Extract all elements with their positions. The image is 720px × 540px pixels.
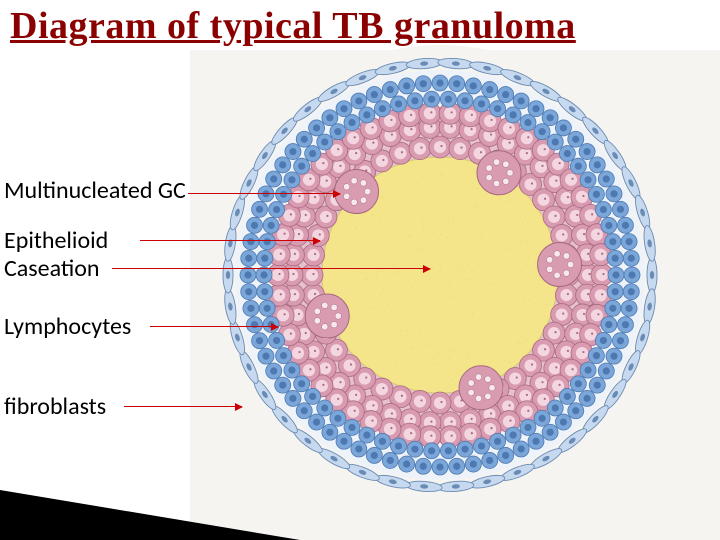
label-lymphocytes: Lymphocytes	[4, 314, 131, 340]
label-caseation: Caseation	[4, 256, 100, 282]
leader-epithelioid	[140, 240, 320, 241]
leader-fibroblasts	[124, 406, 242, 407]
label-fibroblasts: fibroblasts	[4, 394, 106, 420]
leader-lymphocytes	[150, 326, 278, 327]
label-epithelioid: Epithelioid	[4, 228, 108, 254]
decorative-wedge	[0, 490, 300, 540]
leader-caseation	[112, 268, 430, 269]
leader-multinucleated-gc	[188, 193, 340, 194]
label-multinucleated-gc: Multinucleated GC	[4, 178, 186, 204]
granuloma-diagram	[0, 0, 720, 540]
